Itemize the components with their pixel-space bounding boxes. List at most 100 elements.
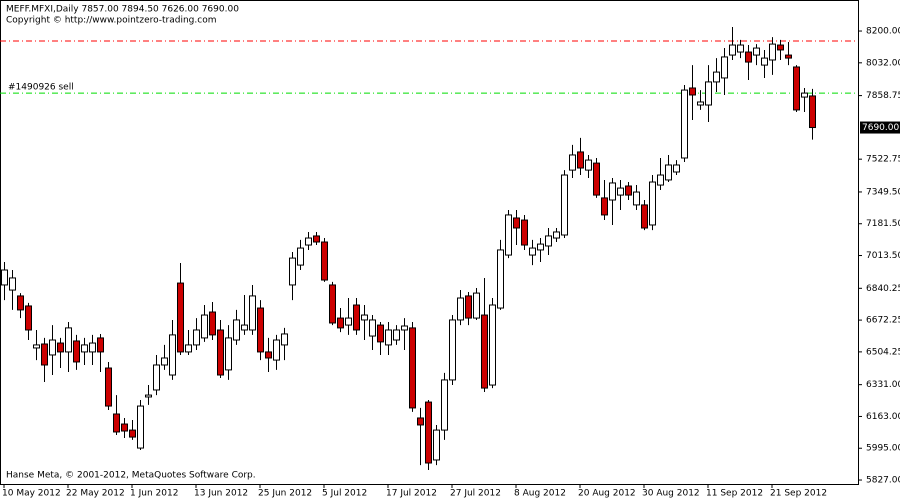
plot-frame [0,0,859,485]
candle-body [193,329,200,346]
candle-body [49,339,56,356]
x-tick-label: 25 Jun 2012 [258,489,312,499]
candle-body [473,292,480,319]
candle-body [385,329,392,346]
candle-body [753,47,760,56]
candle-body [697,101,704,106]
y-tick-label: 8200.00 [866,27,900,37]
chart-title: MEFF.MFXI,Daily 7857.00 7894.50 7626.00 … [6,5,239,15]
y-tick-label: 6163.00 [866,412,900,422]
candle-body [129,429,136,438]
candle-body [777,44,784,51]
candle-body [137,405,144,449]
candle-body [601,197,608,216]
candle-body [297,247,304,266]
candle-body [97,337,104,353]
candle-body [457,297,464,321]
candle-body [785,54,792,59]
x-tick-label: 22 May 2012 [66,489,125,499]
y-tick-label: 7858.75 [866,91,900,101]
candle-body [241,324,248,331]
candle-body [305,237,312,246]
candle-body [505,214,512,256]
candle-body [33,344,40,349]
candle-body [449,319,456,381]
candle-body [729,44,736,56]
candle-body [521,219,528,246]
candle-body [249,295,256,331]
candle-body [217,329,224,376]
candle-body [185,344,192,353]
candle-body [361,314,368,321]
y-tick-label: 6672.25 [866,316,900,326]
y-tick-label: 8032.00 [866,58,900,68]
x-tick-label: 13 Jun 2012 [194,489,248,499]
x-tick-label: 17 Jul 2012 [386,489,437,499]
candle-body [465,295,472,319]
candle-body [321,241,328,281]
candle-body [209,311,216,336]
x-tick-label: 30 Aug 2012 [642,489,700,499]
candle-body [649,181,656,226]
candle-body [481,314,488,389]
candle-body [545,235,552,247]
candle-body [345,317,352,326]
x-tick-label: 20 Aug 2012 [578,489,636,499]
candle-body [289,257,296,286]
y-tick-label: 5827.00 [866,476,900,486]
candle-body [425,401,432,464]
candle-body [113,413,120,433]
x-tick-label: 21 Sep 2012 [770,489,827,499]
candle-body [721,56,728,79]
y-tick-label: 7181.50 [866,219,900,229]
candle-body [201,314,208,339]
candle-body [121,423,128,432]
candle-body [233,319,240,341]
y-tick-label: 6504.25 [866,347,900,357]
candle-body [169,334,176,376]
candle-body [497,249,504,309]
candle-body [257,307,264,353]
candle-body [665,164,672,181]
candle-body [441,379,448,431]
x-tick-label: 8 Aug 2012 [514,489,566,499]
candle-body [745,51,752,63]
candle-body [617,187,624,196]
x-tick-label: 5 Jul 2012 [322,489,367,499]
candle-body [81,344,88,353]
candle-body [177,282,184,353]
candle-body [657,174,664,186]
candle-body [369,319,376,337]
candle-body [593,162,600,196]
candle-body [609,182,616,201]
x-tick-label: 1 Jun 2012 [130,489,178,499]
last-price-box [860,121,900,134]
candle-body [1,269,8,286]
candle-body [761,57,768,66]
x-tick-label: 27 Jul 2012 [450,489,501,499]
candle-body [153,364,160,391]
candle-body [705,81,712,106]
candle-body [353,304,360,331]
candle-body [105,367,112,407]
candle-body [337,317,344,329]
footer: Hanse Meta, © 2001-2012, MetaQuotes Soft… [6,471,256,481]
y-tick-label: 7013.50 [866,251,900,261]
candle-body [793,66,800,111]
chart-subtitle: Copyright © http://www.pointzero-trading… [6,16,216,26]
candle-body [17,295,24,311]
candle-body [569,154,576,171]
candle-body [329,284,336,324]
candle-body [281,333,288,346]
candle-body [145,394,152,398]
candle-body [537,243,544,251]
candle-body [625,185,632,196]
candle-body [313,235,320,243]
candle-body [225,337,232,371]
candle-body [577,151,584,169]
candle-body [633,191,640,206]
y-tick-label: 7522.75 [866,155,900,165]
last-price-label: 7690.00 [862,123,899,133]
